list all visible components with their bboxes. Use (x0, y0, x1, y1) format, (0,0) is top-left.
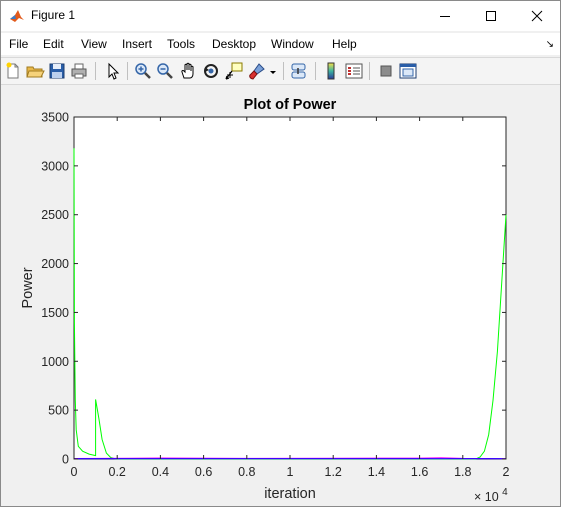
insert-colorbar-icon[interactable] (321, 61, 341, 81)
y-tick-label: 3500 (41, 111, 69, 125)
menu-bar: File Edit View Insert Tools Desktop Wind… (1, 33, 560, 55)
x-axis-exponent: × 10 4 (474, 487, 508, 504)
show-plot-tools-icon[interactable] (398, 61, 418, 81)
minimize-icon (440, 16, 450, 17)
rotate-3d-icon[interactable] (201, 61, 221, 81)
x-tick-label: 0 (71, 465, 78, 479)
menu-file[interactable]: File (9, 37, 29, 51)
minimize-button[interactable] (422, 1, 468, 31)
brush-dropdown-chevron-down-icon[interactable] (267, 61, 279, 81)
print-icon[interactable] (69, 61, 89, 81)
y-tick-label: 3000 (41, 159, 69, 173)
y-axis-label: Power (20, 267, 36, 308)
window-title: Figure 1 (31, 8, 76, 22)
y-tick-label: 2500 (41, 208, 69, 222)
maximize-icon (486, 11, 496, 21)
close-icon (531, 10, 543, 22)
menu-dock-arrow-icon[interactable]: ↘ (545, 39, 554, 50)
menu-insert[interactable]: Insert (122, 37, 153, 51)
matlab-icon (10, 10, 24, 22)
x-tick-label: 1.8 (454, 465, 471, 479)
x-tick-label: 1.6 (411, 465, 428, 479)
y-tick-label: 500 (48, 404, 69, 418)
x-tick-label: 0.4 (152, 465, 169, 479)
zoom-out-icon[interactable] (155, 61, 175, 81)
data-cursor-icon[interactable] (224, 61, 244, 81)
x-tick-label: 1.4 (368, 465, 385, 479)
toolbar-separator (283, 62, 284, 80)
menu-tools[interactable]: Tools (167, 37, 196, 51)
maximize-button[interactable] (468, 1, 514, 31)
link-plot-icon[interactable] (289, 61, 309, 81)
toolbar-separator (369, 62, 370, 80)
close-button[interactable] (514, 1, 560, 31)
y-tick-label: 1000 (41, 355, 69, 369)
x-tick-label: 1 (287, 465, 294, 479)
tick-layer: 0 0.2 0.4 0.6 0.8 1 1.2 1.4 1.6 1.8 2 0 500 1000 1500 2… (41, 111, 509, 480)
series-line-0 (73, 148, 507, 460)
y-tick-label: 0 (62, 453, 69, 467)
figure-toolbar (1, 57, 560, 85)
menu-help[interactable]: Help (332, 37, 357, 51)
figure-canvas: 0 0.2 0.4 0.6 0.8 1 1.2 1.4 1.6 1.8 2 0 500 1000 1500 2… (1, 85, 560, 506)
brush-icon[interactable] (247, 61, 267, 81)
menu-view[interactable]: View (81, 37, 107, 51)
open-file-icon[interactable] (25, 61, 45, 81)
new-figure-icon[interactable] (3, 61, 23, 81)
title-bar: Figure 1 (1, 1, 560, 31)
y-tick-label: 2000 (41, 257, 69, 271)
insert-legend-icon[interactable] (344, 61, 364, 81)
x-axis-label: iteration (264, 486, 316, 502)
x-tick-label: 0.6 (195, 465, 212, 479)
plot-title: Plot of Power (244, 97, 337, 113)
menu-edit[interactable]: Edit (43, 37, 64, 51)
y-tick-label: 1500 (41, 306, 69, 320)
menu-desktop[interactable]: Desktop (212, 37, 257, 51)
pan-hand-icon[interactable] (178, 61, 198, 81)
toolbar-separator (95, 62, 96, 80)
menu-window[interactable]: Window (271, 37, 314, 51)
x-axis-exponent-base: × 10 (474, 490, 499, 504)
x-tick-label: 0.8 (238, 465, 255, 479)
plot-axes[interactable] (73, 116, 507, 460)
zoom-in-icon[interactable] (133, 61, 153, 81)
edit-plot-arrow-icon[interactable] (103, 61, 123, 81)
x-tick-label: 2 (503, 465, 510, 479)
power-plot[interactable]: 0 0.2 0.4 0.6 0.8 1 1.2 1.4 1.6 1.8 2 0 500 1000 1500 2… (1, 85, 560, 506)
x-tick-label: 0.2 (109, 465, 126, 479)
toolbar-separator (127, 62, 128, 80)
toolbar-separator (315, 62, 316, 80)
x-tick-label: 1.2 (325, 465, 342, 479)
hide-plot-tools-icon[interactable] (376, 61, 396, 81)
x-axis-exponent-power: 4 (502, 487, 508, 498)
save-icon[interactable] (47, 61, 67, 81)
